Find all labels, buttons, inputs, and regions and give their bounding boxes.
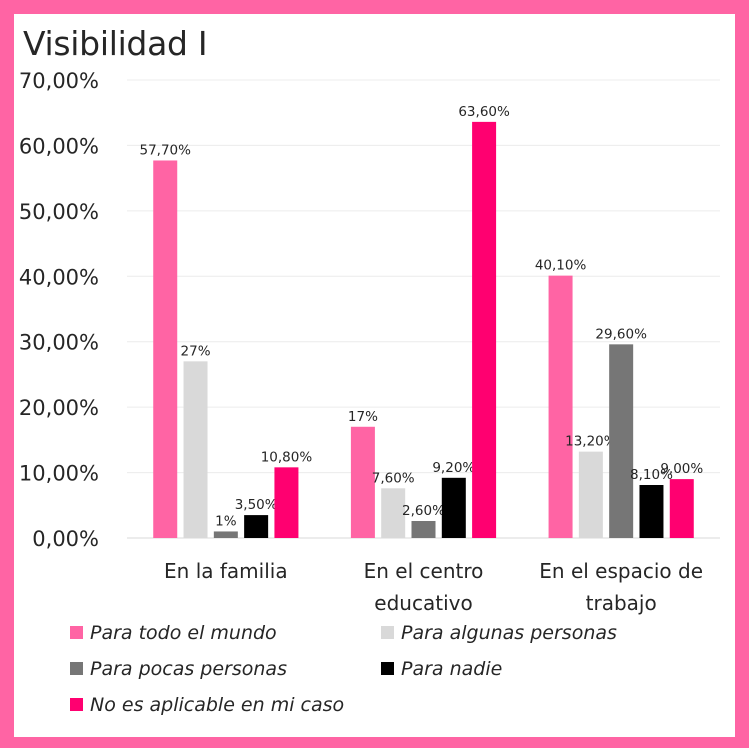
y-tick-label: 10,00% bbox=[19, 462, 99, 486]
bar bbox=[472, 121, 497, 539]
bar bbox=[183, 361, 208, 538]
bar bbox=[213, 531, 238, 538]
data-label: 2,60% bbox=[402, 503, 445, 519]
legend-label: No es aplicable en mi caso bbox=[90, 694, 344, 716]
data-label: 7,60% bbox=[372, 470, 415, 486]
data-label: 8,10% bbox=[630, 467, 673, 483]
y-tick-label: 60,00% bbox=[19, 134, 99, 158]
x-category-label: En el espacio de bbox=[539, 559, 703, 583]
legend-swatch bbox=[70, 626, 83, 639]
x-category-label: En la familia bbox=[164, 559, 288, 583]
legend-swatch bbox=[70, 698, 83, 711]
y-tick-label: 50,00% bbox=[19, 200, 99, 224]
bar bbox=[411, 520, 436, 538]
y-tick-label: 40,00% bbox=[19, 265, 99, 289]
data-label: 40,10% bbox=[535, 258, 587, 274]
legend-label: Para todo el mundo bbox=[90, 622, 277, 644]
bar bbox=[548, 275, 573, 538]
bar bbox=[441, 477, 466, 538]
bar bbox=[274, 467, 299, 538]
y-tick-label: 30,00% bbox=[19, 331, 99, 355]
data-label: 17% bbox=[348, 409, 378, 425]
bar bbox=[609, 344, 634, 538]
bar bbox=[578, 451, 603, 538]
legend-swatch bbox=[381, 626, 394, 639]
data-label: 9,20% bbox=[432, 460, 475, 476]
bar bbox=[639, 485, 664, 538]
chart-title: Visibilidad I bbox=[23, 24, 208, 63]
legend-label: Para pocas personas bbox=[90, 658, 287, 680]
bar bbox=[244, 515, 269, 538]
data-label: 9,00% bbox=[660, 461, 703, 477]
legend-label: Para algunas personas bbox=[401, 622, 617, 644]
bar-chart: 0,00% 10,00% 20,00% 30,00% 40,00% 50,00% 60,00… bbox=[19, 69, 720, 716]
data-label: 57,70% bbox=[139, 142, 191, 158]
y-tick-label: 70,00% bbox=[19, 69, 99, 93]
data-label: 29,60% bbox=[595, 326, 647, 342]
data-label: 3,50% bbox=[235, 497, 278, 513]
legend-swatch bbox=[70, 662, 83, 675]
data-label: 27% bbox=[181, 343, 211, 359]
bar bbox=[153, 160, 178, 538]
data-label: 1% bbox=[215, 513, 237, 529]
chart-card: Visibilidad I 0,00% 10,00% 20,00% 30,00% 40,… bbox=[14, 14, 735, 737]
legend-swatch bbox=[381, 662, 394, 675]
legend-label: Para nadie bbox=[401, 658, 502, 680]
bar bbox=[350, 426, 375, 538]
y-tick-label: 0,00% bbox=[32, 527, 99, 551]
y-tick-label: 20,00% bbox=[19, 396, 99, 420]
bar bbox=[381, 488, 406, 538]
data-label: 63,60% bbox=[458, 104, 510, 120]
x-category-label: educativo bbox=[374, 591, 472, 615]
bar bbox=[669, 479, 694, 538]
x-category-label: trabajo bbox=[586, 591, 657, 615]
data-label: 13,20% bbox=[565, 434, 617, 450]
data-label: 10,80% bbox=[261, 449, 313, 465]
x-category-label: En el centro bbox=[364, 559, 484, 583]
